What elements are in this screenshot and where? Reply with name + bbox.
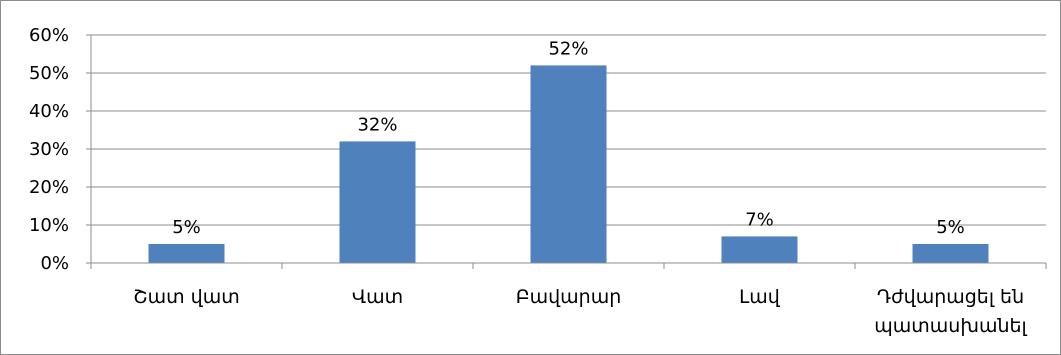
data-label: 52% bbox=[548, 38, 588, 59]
x-category-label-line: Շատ վատ bbox=[133, 286, 240, 308]
y-tick-label: 0% bbox=[40, 253, 69, 274]
bar bbox=[339, 141, 416, 263]
bar bbox=[530, 65, 607, 264]
data-label: 7% bbox=[745, 209, 774, 230]
x-category-label: Լավ bbox=[739, 286, 781, 308]
x-category-label-line: Վատ bbox=[352, 286, 403, 308]
x-category-label: Դժվարացել են պատասխանել bbox=[874, 286, 1027, 337]
bar bbox=[148, 244, 225, 263]
y-tick-label: 40% bbox=[29, 101, 69, 122]
y-tick-label: 60% bbox=[29, 25, 69, 46]
data-label: 32% bbox=[357, 114, 397, 135]
x-category-label: Շատ վատ bbox=[133, 286, 240, 308]
x-category-label: Բավարար bbox=[516, 286, 622, 308]
x-category-label-line: Լավ bbox=[739, 286, 781, 308]
x-category-label: Վատ bbox=[352, 286, 403, 308]
y-tick-label: 30% bbox=[29, 139, 69, 160]
y-tick-label: 10% bbox=[29, 215, 69, 236]
y-tick-label: 50% bbox=[29, 63, 69, 84]
bar bbox=[721, 236, 798, 263]
x-category-label-line: պատասխանել bbox=[874, 315, 1027, 337]
data-label: 5% bbox=[172, 217, 201, 238]
x-category-label-line: Բավարար bbox=[516, 286, 622, 308]
bar bbox=[912, 244, 989, 263]
y-tick-label: 20% bbox=[29, 177, 69, 198]
x-category-label-line: Դժվարացել են bbox=[877, 286, 1024, 308]
data-label: 5% bbox=[936, 217, 965, 238]
